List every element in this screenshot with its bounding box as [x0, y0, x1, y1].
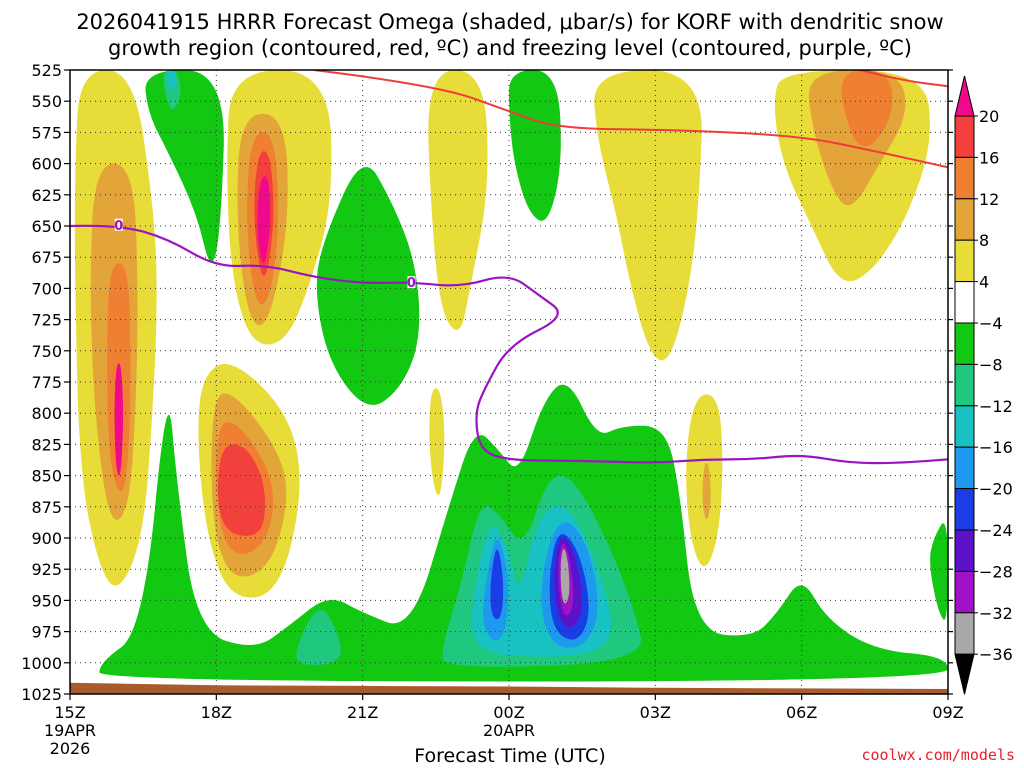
omega-region-28	[536, 113, 550, 170]
y-tick-label-800: 800	[31, 404, 62, 423]
colorbar-label-9: −20	[979, 480, 1013, 499]
colorbar-label-13: −36	[979, 645, 1013, 664]
y-tick-label-575: 575	[31, 123, 62, 142]
colorbar-label-3: 8	[979, 231, 989, 250]
y-tick-label-925: 925	[31, 560, 62, 579]
omega-region-27	[509, 70, 561, 221]
colorbar-bin-6	[954, 322, 975, 365]
y-tick-label-650: 650	[31, 217, 62, 236]
y-tick-label-700: 700	[31, 279, 62, 298]
colorbar-bin-11	[954, 529, 975, 572]
omega-region-8	[257, 176, 271, 264]
colorbar: 20 16 12 8 4 −4 −8 −12 −16 −20 −24 −28 −32 −36	[954, 75, 1013, 695]
freezing-label-1: 0	[407, 276, 416, 291]
x-tick-label-18Z: 18Z	[201, 703, 232, 722]
contour-lines: 00	[70, 70, 948, 465]
colorbar-bin-5	[954, 281, 975, 324]
freezing-label-0: 0	[114, 219, 123, 234]
colorbar-bin-2	[954, 156, 975, 200]
colorbar-top-arrow	[954, 75, 975, 117]
x-tick-label-21Z: 21Z	[347, 703, 378, 722]
y-tick-label-975: 975	[31, 623, 62, 642]
y-tick-label-825: 825	[31, 435, 62, 454]
colorbar-label-1: 16	[979, 148, 999, 167]
omega-region-24	[166, 70, 177, 91]
omega-shading	[74, 70, 948, 682]
omega-region-39	[490, 549, 504, 620]
omega-region-3	[114, 363, 124, 476]
omega-region-21	[145, 70, 224, 263]
y-tick-label-525: 525	[31, 61, 62, 80]
colorbar-label-5: −4	[979, 314, 1003, 333]
dendritic-contour-top	[859, 70, 948, 88]
omega-region-14	[594, 70, 702, 361]
colorbar-bin-8	[954, 405, 975, 448]
x-tick-date-15Z: 19APR	[44, 721, 96, 740]
x-tick-label-03Z: 03Z	[640, 703, 671, 722]
omega-region-18	[429, 388, 445, 496]
omega-region-31	[130, 631, 195, 675]
y-axis: 525 550 575 600 625 650 675 700 725 750 775 800 825 8…	[21, 61, 953, 704]
dendritic-contour-upper	[313, 70, 948, 169]
y-tick-label-675: 675	[31, 248, 62, 267]
y-tick-label-900: 900	[31, 529, 62, 548]
y-tick-label-775: 775	[31, 373, 62, 392]
colorbar-label-0: 20	[979, 107, 999, 126]
colorbar-bin-9	[954, 446, 975, 490]
y-tick-label-625: 625	[31, 186, 62, 205]
y-tick-label-1000: 1000	[21, 654, 62, 673]
colorbar-label-11: −28	[979, 562, 1013, 581]
colorbar-label-6: −8	[979, 355, 1003, 374]
omega-region-20	[702, 463, 711, 520]
freezing-level-contour	[70, 224, 948, 465]
x-tick-year-15Z: 2026	[50, 739, 91, 758]
omega-region-17	[841, 70, 893, 147]
x-axis-title: Forecast Time (UTC)	[414, 745, 605, 767]
omega-region-13	[428, 70, 488, 330]
y-tick-label-725: 725	[31, 311, 62, 330]
x-tick-label-06Z: 06Z	[786, 703, 817, 722]
colorbar-label-4: 4	[979, 273, 989, 292]
omega-region-12	[217, 444, 266, 536]
colorbar-bin-3	[954, 198, 975, 241]
colorbar-label-8: −16	[979, 438, 1013, 457]
x-tick-label-00Z: 00Z	[493, 703, 524, 722]
colorbar-bottom-arrow	[954, 653, 975, 695]
y-tick-label-600: 600	[31, 155, 62, 174]
y-tick-label-875: 875	[31, 498, 62, 517]
y-tick-label-750: 750	[31, 342, 62, 361]
omega-region-35	[296, 610, 341, 666]
terrain-band	[70, 682, 948, 694]
colorbar-label-7: −12	[979, 397, 1013, 416]
colorbar-label-10: −24	[979, 521, 1013, 540]
colorbar-bin-1	[954, 115, 975, 158]
colorbar-bin-13	[954, 612, 975, 655]
plot-area: 00	[69, 69, 949, 695]
colorbar-bin-7	[954, 363, 975, 407]
x-tick-label-09Z: 09Z	[932, 703, 963, 722]
colorbar-bin-12	[954, 570, 975, 614]
y-tick-label-950: 950	[31, 591, 62, 610]
colorbar-bin-10	[954, 488, 975, 531]
terrain-layer	[70, 682, 948, 694]
title-line-2: growth region (contoured, red, ºC) and f…	[108, 36, 912, 60]
y-tick-label-850: 850	[31, 467, 62, 486]
freezing-label-bg-0	[114, 218, 123, 231]
gridlines	[70, 70, 948, 694]
colorbar-label-12: −32	[979, 604, 1013, 623]
freezing-label-bg-1	[407, 276, 416, 289]
omega-region-43	[560, 548, 570, 604]
y-tick-label-1025: 1025	[21, 685, 62, 704]
title-line-1: 2026041915 HRRR Forecast Omega (shaded, …	[76, 10, 943, 34]
x-tick-label-15Z: 15Z	[54, 703, 85, 722]
y-tick-label-550: 550	[31, 92, 62, 111]
colorbar-label-2: 12	[979, 190, 999, 209]
x-tick-date-00Z: 20APR	[483, 721, 535, 740]
omega-region-30	[930, 523, 948, 620]
colorbar-bin-4	[954, 239, 975, 283]
credit-text: coolwx.com/models	[861, 746, 1015, 764]
